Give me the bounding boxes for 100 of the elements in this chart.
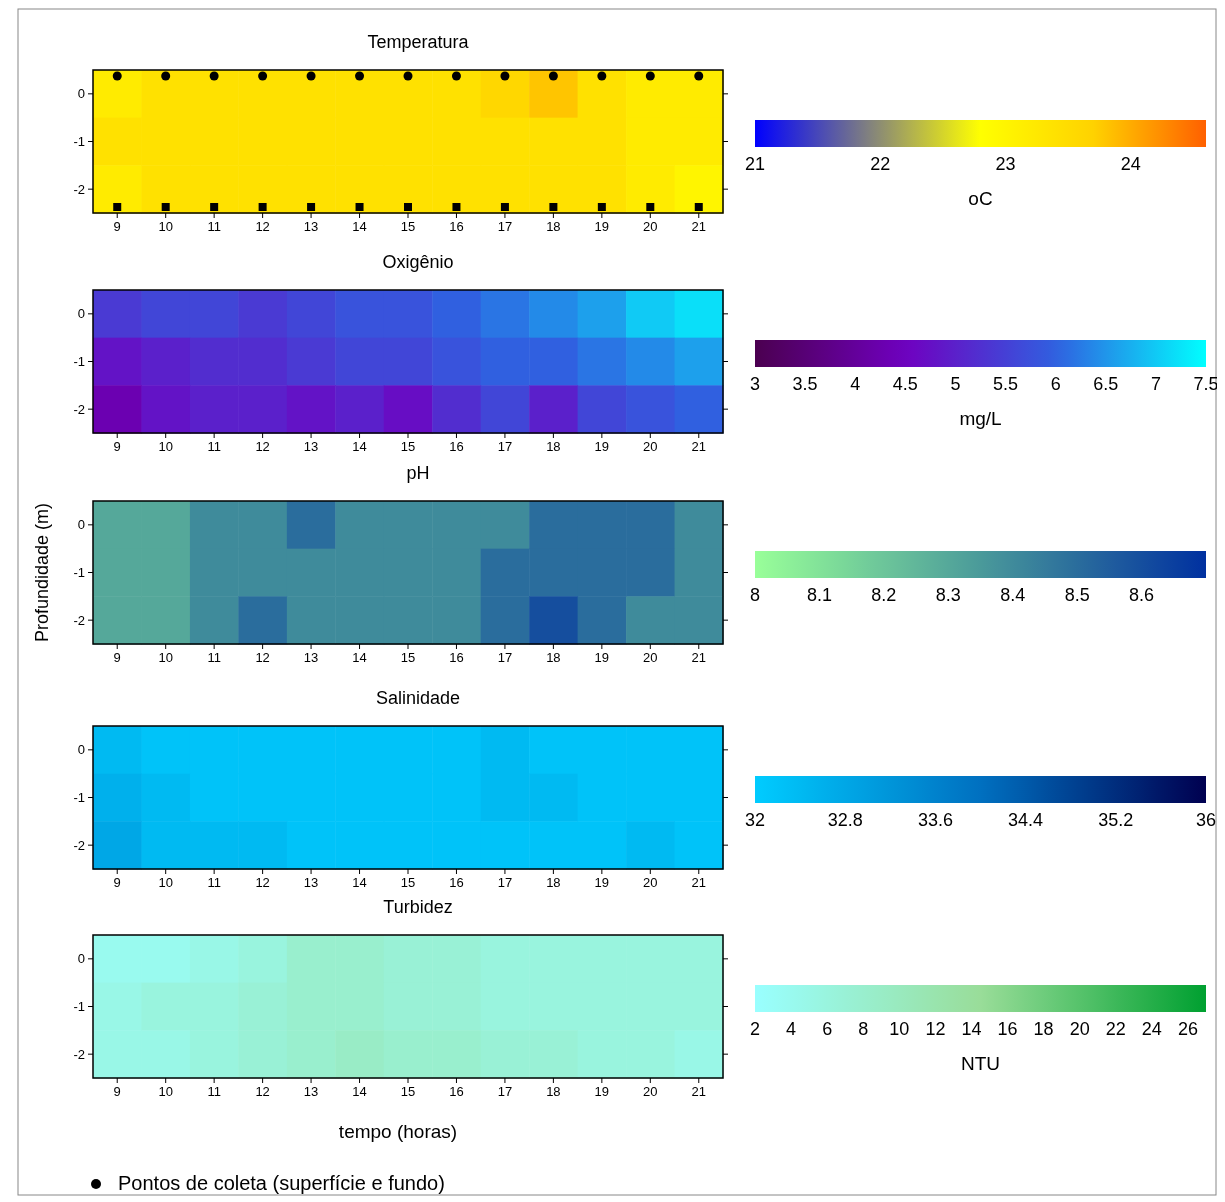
x-tick-label: 9 (113, 1084, 121, 1099)
x-tick-label: 13 (303, 439, 319, 454)
color-bar-label: 4 (850, 374, 861, 394)
color-bar-label: 23 (995, 154, 1016, 174)
y-tick-label: 0 (77, 742, 85, 758)
chart-title: Turbidez (383, 897, 453, 917)
x-tick-label: 11 (207, 439, 221, 454)
color-bar-label: 4.5 (892, 374, 918, 394)
x-tick-label: 13 (303, 1084, 319, 1099)
x-tick-label: 19 (594, 219, 610, 234)
x-tick-label: 19 (594, 650, 610, 665)
color-bar-label: 16 (997, 1019, 1018, 1039)
color-bar-label: 32 (744, 810, 766, 830)
x-tick-label: 13 (303, 219, 319, 234)
color-bar-label: 14 (961, 1019, 982, 1039)
color-bar-label: 32.8 (827, 810, 863, 830)
x-axis-title: tempo (horas) (338, 1121, 458, 1142)
x-tick-label: 15 (400, 219, 416, 234)
color-bar-label: 18 (1033, 1019, 1054, 1039)
y-tick-label: -1 (73, 134, 85, 150)
color-bar-label: 3.5 (792, 374, 818, 394)
x-tick-label: 20 (643, 650, 658, 665)
color-bar-label: 10 (889, 1019, 910, 1039)
color-bar-label: 22 (1105, 1019, 1126, 1039)
chart-title: Oxigênio (382, 252, 454, 272)
color-bar-label: 26 (1177, 1019, 1198, 1039)
y-tick-label: -1 (73, 565, 85, 581)
chart-title: Temperatura (367, 32, 470, 52)
color-bar-label: 6 (822, 1019, 833, 1039)
x-tick-label: 9 (113, 875, 121, 890)
y-tick-label: -2 (73, 401, 85, 417)
color-bar-label: 8 (749, 585, 761, 605)
x-tick-label: 11 (207, 1084, 221, 1099)
x-tick-label: 11 (207, 875, 221, 890)
color-bar-label: 8 (858, 1019, 869, 1039)
x-tick-label: 15 (400, 439, 416, 454)
x-tick-label: 16 (449, 219, 464, 234)
color-bar-label: 8.1 (806, 585, 832, 605)
text: Pontos de coleta (superfície e fundo) (118, 1172, 445, 1194)
x-tick-label: 13 (303, 650, 319, 665)
x-tick-label: 20 (643, 219, 658, 234)
x-tick-label: 15 (400, 650, 416, 665)
y-tick-label: -2 (73, 181, 85, 197)
color-bar-label: 3 (749, 374, 761, 394)
x-tick-label: 14 (352, 875, 367, 890)
x-tick-label: 21 (691, 650, 706, 665)
y-tick-label: -2 (73, 612, 85, 628)
y-tick-label: -1 (73, 354, 85, 370)
color-bar-label: 24 (1120, 154, 1141, 174)
x-tick-label: 19 (594, 875, 610, 890)
color-bar-label: 7.5 (1193, 374, 1219, 394)
x-tick-label: 21 (691, 1084, 706, 1099)
x-tick-label: 21 (691, 875, 706, 890)
y-tick-label: 0 (77, 951, 85, 967)
y-tick-label: 0 (77, 86, 85, 102)
y-tick-label: -2 (73, 1046, 85, 1062)
color-bar-label: 6 (1050, 374, 1061, 394)
color-bar-label: 8.5 (1064, 585, 1090, 605)
x-tick-label: 21 (691, 219, 706, 234)
color-bar-label: 36 (1195, 810, 1217, 830)
color-bar-label: 5 (950, 374, 961, 394)
x-tick-label: 18 (546, 1084, 561, 1099)
x-tick-label: 21 (691, 439, 706, 454)
y-axis-title: Profundidade (m) (32, 502, 52, 643)
color-bar-label: 24 (1141, 1019, 1162, 1039)
x-tick-label: 10 (158, 439, 173, 454)
x-tick-label: 18 (546, 219, 561, 234)
x-tick-label: 17 (497, 219, 513, 234)
color-bar-label: 8.3 (935, 585, 961, 605)
x-tick-label: 14 (352, 219, 367, 234)
x-tick-label: 9 (113, 219, 121, 234)
color-bar-label: 20 (1069, 1019, 1090, 1039)
x-tick-label: 20 (643, 875, 658, 890)
color-bar-title: mg/L (959, 408, 1002, 429)
color-bar-title: oC (968, 188, 993, 209)
x-tick-label: 15 (400, 875, 416, 890)
y-tick-label: 0 (77, 306, 85, 322)
y-tick-label: -2 (73, 837, 85, 853)
color-bar-label: 34.4 (1008, 810, 1044, 830)
color-bar-title: NTU (960, 1053, 1001, 1074)
color-bar-label: 22 (870, 154, 891, 174)
y-tick-label: -1 (73, 999, 85, 1015)
color-bar-label: 7 (1150, 374, 1161, 394)
x-tick-label: 17 (497, 439, 513, 454)
color-bar-label: 2 (749, 1019, 761, 1039)
x-tick-label: 13 (303, 875, 319, 890)
color-bar-label: 4 (786, 1019, 797, 1039)
chart-title: Salinidade (375, 688, 461, 708)
color-bar-label: 5.5 (993, 374, 1019, 394)
x-tick-label: 20 (643, 439, 658, 454)
color-bar-label: 35.2 (1098, 810, 1134, 830)
x-tick-label: 10 (158, 1084, 173, 1099)
x-tick-label: 18 (546, 650, 561, 665)
x-tick-label: 12 (255, 875, 270, 890)
x-tick-label: 20 (643, 1084, 658, 1099)
x-tick-label: 10 (158, 219, 173, 234)
x-tick-label: 12 (255, 650, 270, 665)
x-tick-label: 16 (449, 439, 464, 454)
x-tick-label: 9 (113, 650, 121, 665)
color-bar-label: 6.5 (1093, 374, 1119, 394)
